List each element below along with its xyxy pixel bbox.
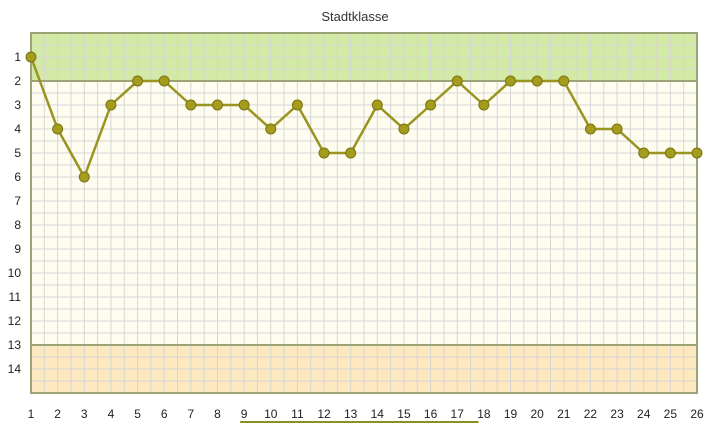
plot-frame bbox=[30, 32, 698, 394]
x-tick-label: 11 bbox=[291, 407, 304, 421]
x-tick-label: 13 bbox=[344, 407, 358, 421]
x-tick-label: 16 bbox=[424, 407, 438, 421]
x-tick-label: 23 bbox=[610, 407, 624, 421]
data-point bbox=[638, 147, 650, 159]
series-layer bbox=[25, 51, 703, 183]
data-point bbox=[531, 75, 543, 87]
y-tick-label: 3 bbox=[14, 98, 21, 112]
x-axis-ticks: 1 2 3 4 5 6 7 8 9 10 11 12 13 14 15 16 17 18 19 20 21 22 23 24 2… bbox=[28, 407, 704, 421]
data-point bbox=[52, 123, 64, 135]
data-point bbox=[158, 75, 170, 87]
x-tick-label: 15 bbox=[397, 407, 411, 421]
y-tick-label: 6 bbox=[14, 170, 21, 184]
data-point bbox=[185, 99, 197, 111]
data-point bbox=[78, 171, 90, 183]
x-tick-label: 22 bbox=[584, 407, 598, 421]
x-tick-label: 3 bbox=[81, 407, 88, 421]
x-tick-label: 2 bbox=[54, 407, 61, 421]
x-tick-label: 5 bbox=[134, 407, 141, 421]
data-point bbox=[291, 99, 303, 111]
x-tick-label: 17 bbox=[451, 407, 465, 421]
y-tick-label: 5 bbox=[14, 146, 21, 160]
data-point bbox=[105, 99, 117, 111]
data-point bbox=[398, 123, 410, 135]
data-point bbox=[505, 75, 517, 87]
x-tick-label: 4 bbox=[108, 407, 115, 421]
x-tick-label: 19 bbox=[504, 407, 518, 421]
chart-title: Stadtklasse bbox=[321, 9, 388, 24]
x-tick-label: 10 bbox=[264, 407, 278, 421]
x-tick-label: 9 bbox=[241, 407, 248, 421]
x-tick-label: 25 bbox=[664, 407, 678, 421]
x-tick-label: 21 bbox=[557, 407, 571, 421]
data-point bbox=[318, 147, 330, 159]
data-point bbox=[345, 147, 357, 159]
data-point bbox=[478, 99, 490, 111]
data-point bbox=[611, 123, 623, 135]
x-tick-label: 14 bbox=[371, 407, 385, 421]
y-tick-label: 13 bbox=[8, 338, 22, 352]
data-point bbox=[451, 75, 463, 87]
data-point bbox=[691, 147, 703, 159]
x-tick-label: 26 bbox=[690, 407, 704, 421]
data-point bbox=[132, 75, 144, 87]
x-tick-label: 12 bbox=[317, 407, 331, 421]
y-tick-label: 7 bbox=[14, 194, 21, 208]
y-tick-label: 10 bbox=[8, 266, 22, 280]
x-tick-label: 20 bbox=[530, 407, 544, 421]
data-point bbox=[664, 147, 676, 159]
x-tick-label: 7 bbox=[187, 407, 194, 421]
data-point bbox=[425, 99, 437, 111]
data-point bbox=[371, 99, 383, 111]
data-point bbox=[238, 99, 250, 111]
y-tick-label: 2 bbox=[14, 74, 21, 88]
x-tick-label: 18 bbox=[477, 407, 491, 421]
y-tick-label: 4 bbox=[14, 122, 21, 136]
data-point bbox=[558, 75, 570, 87]
y-tick-label: 1 bbox=[14, 50, 21, 64]
y-tick-label: 9 bbox=[14, 242, 21, 256]
x-tick-label: 24 bbox=[637, 407, 651, 421]
y-tick-label: 12 bbox=[8, 314, 22, 328]
x-tick-label: 6 bbox=[161, 407, 168, 421]
data-point bbox=[25, 51, 37, 63]
x-tick-label: 1 bbox=[28, 407, 35, 421]
data-point bbox=[211, 99, 223, 111]
x-tick-label: 8 bbox=[214, 407, 221, 421]
y-tick-label: 8 bbox=[14, 218, 21, 232]
y-tick-label: 11 bbox=[9, 290, 22, 304]
data-point bbox=[265, 123, 277, 135]
y-tick-label: 14 bbox=[8, 362, 22, 376]
data-point bbox=[584, 123, 596, 135]
